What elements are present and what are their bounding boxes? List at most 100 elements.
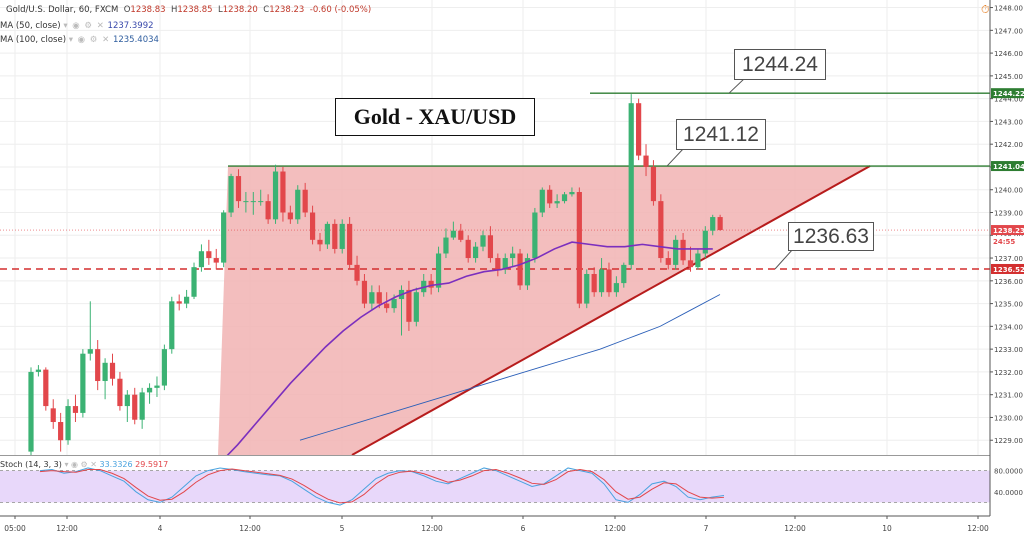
candle-body	[250, 201, 256, 203]
level-label-support: 1236.63	[788, 222, 874, 251]
candle-body	[65, 406, 71, 441]
candle-body	[228, 176, 234, 213]
candle-body	[517, 253, 523, 286]
candle-body	[576, 192, 582, 304]
candle-body	[643, 155, 649, 167]
price-tag-resistance-bg	[991, 161, 1024, 172]
price-tick-label: 1237.00	[994, 255, 1023, 263]
time-tick-label: 10	[882, 524, 892, 533]
candle-body	[547, 189, 553, 204]
candle-body	[658, 201, 664, 259]
candle-body	[139, 392, 145, 420]
price-tag-top: 1244.22	[993, 90, 1024, 98]
candle-body	[584, 273, 590, 304]
stoch-k-value: 33.3326	[99, 460, 133, 469]
candle-body	[58, 422, 64, 441]
candle-body	[361, 280, 368, 304]
ma50-legend[interactable]: MA (50, close) ▾ ◉ ⚙ ✕ 1237.3992	[0, 21, 154, 31]
candle-body	[339, 223, 345, 249]
candle-body	[443, 237, 449, 254]
level-label-high: 1244.24	[734, 49, 826, 80]
candle-body	[636, 103, 642, 156]
candle-body	[35, 369, 42, 372]
low-value: 1238.20	[222, 5, 258, 15]
candle-body	[613, 283, 619, 293]
candle-body	[687, 260, 694, 268]
price-tick-label: 1239.00	[994, 210, 1023, 218]
time-tick-label: 12:00	[421, 524, 443, 533]
stoch-d-value: 29.5917	[135, 460, 169, 469]
price-tag-countdown-bg	[991, 236, 1024, 247]
price-tag-last: 1238.23	[993, 227, 1024, 235]
symbol-label: Gold/U.S. Dollar, 60, FXCM	[6, 5, 119, 15]
stoch-d-line	[39, 468, 725, 504]
open-value: 1238.83	[130, 5, 166, 15]
price-tick-label: 1229.00	[994, 437, 1023, 445]
stoch-tick-label: 40.0000	[994, 489, 1023, 497]
price-tag-top-bg	[991, 88, 1024, 99]
price-tick-label: 1243.00	[994, 118, 1023, 126]
candle-body	[502, 258, 508, 270]
candle-body	[510, 253, 516, 259]
candle-body	[309, 212, 316, 240]
candle-body	[184, 296, 190, 304]
candle-body	[606, 269, 612, 293]
stoch-label: Stoch (14, 3, 3)	[0, 460, 62, 469]
candle-body	[191, 267, 197, 297]
candle-body	[221, 212, 227, 263]
indicator-buttons-icon[interactable]: ▾ ◉ ⚙ ✕	[63, 21, 105, 31]
candles-group	[28, 94, 723, 463]
candle-body	[95, 349, 101, 382]
indicator-buttons-icon[interactable]: ▾ ◉ ⚙ ✕	[68, 35, 111, 45]
indicator-buttons-icon[interactable]: ▾ ◉ ⚙ ✕	[64, 460, 97, 469]
price-tag-support-bg	[991, 263, 1024, 274]
ma100-legend[interactable]: MA (100, close) ▾ ◉ ⚙ ✕ 1235.4034	[0, 35, 159, 45]
candle-body	[43, 369, 49, 407]
candle-body	[117, 378, 123, 407]
price-tick-label: 1245.00	[994, 73, 1023, 81]
price-tag-last-bg	[991, 225, 1024, 236]
candle-body	[206, 251, 212, 259]
candle-body	[702, 230, 708, 254]
candle-body	[280, 171, 286, 213]
candle-body	[413, 292, 419, 322]
candle-body	[213, 258, 219, 263]
candle-body	[332, 223, 338, 249]
candle-body	[80, 353, 86, 413]
candle-body	[532, 212, 538, 259]
high-value: 1238.85	[177, 5, 213, 15]
candle-body	[258, 201, 264, 203]
candle-body	[87, 349, 93, 354]
time-tick-label: 12:00	[239, 524, 261, 533]
candle-body	[154, 385, 160, 388]
candle-body	[161, 349, 167, 386]
candle-body	[673, 239, 679, 265]
candle-body	[591, 273, 597, 293]
candle-body	[124, 394, 130, 407]
ma50-line	[219, 241, 713, 464]
price-tick-label: 1248.00	[994, 5, 1023, 13]
symbol-legend: Gold/U.S. Dollar, 60, FXCM O1238.83 H123…	[6, 5, 372, 15]
candle-body	[369, 292, 375, 304]
alert-clock-icon[interactable]: ⏱	[981, 4, 990, 16]
stoch-legend[interactable]: Stoch (14, 3, 3) ▾ ◉ ⚙ ✕ 33.3326 29.5917	[0, 460, 168, 469]
candle-body	[650, 166, 657, 202]
price-tick-label: 1230.00	[994, 414, 1023, 422]
ma100-line	[299, 294, 721, 441]
candle-body	[132, 394, 138, 420]
candle-body	[376, 292, 382, 304]
candle-body	[176, 301, 182, 304]
chart-title: Gold - XAU/USD	[335, 98, 535, 136]
candle-body	[102, 362, 108, 382]
candle-body	[243, 201, 249, 203]
price-tick-label: 1232.00	[994, 369, 1023, 377]
candle-body	[146, 387, 153, 393]
candle-body	[109, 362, 116, 379]
candle-body	[717, 217, 723, 231]
price-tick-label: 1244.00	[994, 96, 1023, 104]
candle-body	[561, 194, 568, 202]
time-tick-label: 12:00	[604, 524, 626, 533]
candle-body	[480, 235, 486, 247]
price-tick-label: 1236.00	[994, 278, 1023, 286]
